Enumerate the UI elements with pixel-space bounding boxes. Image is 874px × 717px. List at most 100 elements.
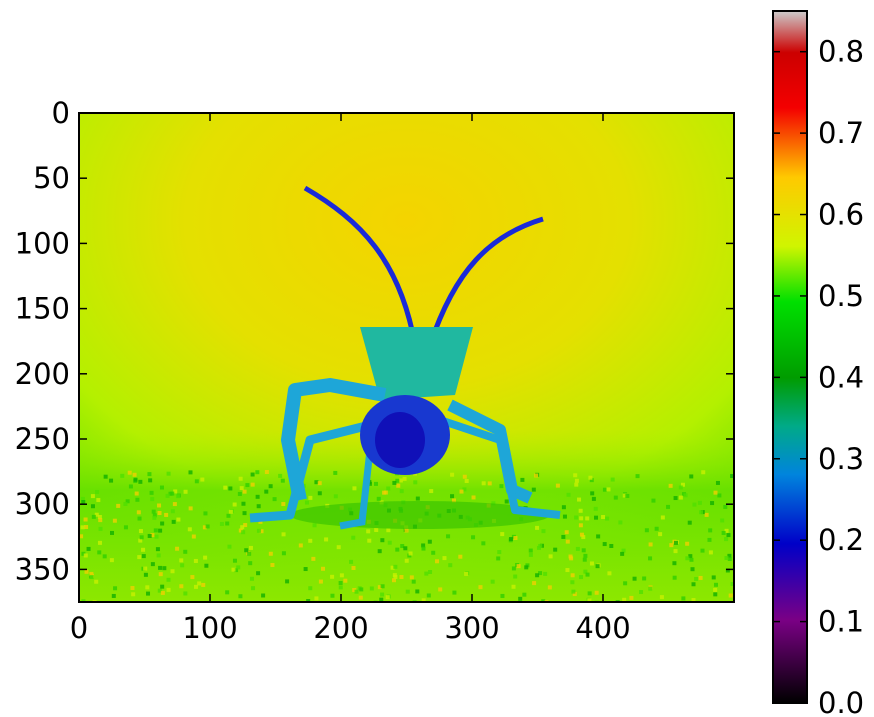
noise-pixel [170, 569, 175, 574]
y-axis-ticks [79, 112, 734, 571]
leg-center [339, 449, 374, 530]
noise-pixel [728, 593, 733, 598]
noise-pixel [248, 545, 253, 550]
noise-pixel [724, 528, 729, 533]
noise-pixel [97, 540, 102, 545]
x-tick-label: 100 [182, 611, 237, 645]
noise-pixel [644, 528, 649, 533]
noise-pixel [607, 571, 612, 576]
noise-pixel [570, 573, 575, 578]
noise-pixel [462, 474, 467, 479]
noise-pixel [158, 565, 163, 570]
noise-pixel [285, 579, 290, 584]
noise-pixel [95, 489, 100, 494]
noise-pixel [134, 491, 139, 496]
noise-pixel [159, 485, 164, 490]
noise-pixel [730, 581, 734, 586]
noise-pixel [112, 518, 117, 523]
noise-pixel [138, 529, 143, 534]
noise-pixel [383, 490, 388, 495]
noise-pixel [681, 596, 686, 601]
noise-pixel [193, 558, 198, 563]
noise-pixel [89, 571, 94, 576]
noise-pixel [648, 586, 653, 591]
insect-thorax [360, 327, 473, 400]
noise-pixel [377, 549, 382, 554]
noise-pixel [318, 579, 323, 584]
noise-pixel [395, 478, 400, 483]
noise-pixel [500, 532, 505, 537]
noise-pixel [392, 578, 397, 583]
noise-pixel [421, 546, 426, 551]
noise-pixel [81, 551, 86, 556]
x-axis-ticks [78, 113, 604, 602]
noise-pixel [268, 484, 273, 489]
noise-pixel [135, 497, 140, 502]
noise-pixel [164, 512, 169, 517]
noise-pixel [588, 475, 593, 480]
noise-pixel [258, 519, 263, 524]
colorbar-tick-label: 0.1 [818, 605, 864, 639]
noise-pixel [393, 564, 398, 569]
noise-pixel [369, 586, 374, 591]
noise-pixel [202, 525, 207, 530]
noise-pixel [583, 569, 588, 574]
noise-pixel [83, 517, 88, 522]
noise-pixel [175, 546, 180, 551]
noise-pixel [725, 568, 730, 573]
colorbar-tick-label: 0.7 [818, 116, 864, 150]
noise-pixel [660, 515, 665, 520]
noise-pixel [223, 485, 228, 490]
noise-pixel [724, 537, 729, 542]
noise-pixel [590, 491, 595, 496]
noise-pixel [395, 547, 400, 552]
noise-pixel [84, 569, 89, 574]
noise-pixel [471, 495, 476, 500]
noise-pixel [111, 593, 116, 598]
noise-pixel [188, 470, 193, 475]
noise-pixel [609, 543, 614, 548]
noise-pixel [574, 482, 579, 487]
noise-pixel [79, 534, 84, 539]
noise-pixel [392, 480, 397, 485]
noise-pixel [581, 548, 586, 553]
noise-pixel [531, 487, 536, 492]
noise-pixel [103, 474, 108, 479]
colorbar-tick-label: 0.0 [818, 686, 864, 717]
noise-pixel [579, 575, 584, 580]
noise-pixel [141, 554, 146, 559]
colorbar-tick-label: 0.6 [818, 198, 864, 232]
noise-pixel [152, 513, 157, 518]
noise-pixel [314, 596, 319, 601]
noise-pixel [654, 526, 659, 531]
noise-pixel [520, 477, 525, 482]
plot-frame [78, 112, 735, 603]
noise-pixel [591, 496, 596, 501]
noise-pixel [205, 524, 210, 529]
noise-pixel [154, 534, 159, 539]
noise-pixel [621, 548, 626, 553]
noise-pixel [669, 543, 674, 548]
noise-pixel [359, 587, 364, 592]
noise-pixel [585, 572, 590, 577]
noise-pixel [691, 582, 696, 587]
noise-pixel [446, 534, 451, 539]
noise-pixel [81, 500, 86, 505]
colorbar-frame [772, 10, 808, 704]
noise-pixel [715, 480, 720, 485]
noise-pixel [333, 494, 338, 499]
noise-pixel [658, 532, 663, 537]
noise-pixel [256, 528, 261, 533]
noise-pixel [690, 567, 695, 572]
noise-pixel [324, 537, 329, 542]
noise-pixel [236, 565, 241, 570]
noise-pixel [564, 530, 569, 535]
noise-pixel [160, 521, 165, 526]
colorbar-tick-label: 0.3 [818, 442, 864, 476]
noise-pixel [157, 511, 162, 516]
noise-pixel [166, 577, 171, 582]
noise-pixel [139, 535, 144, 540]
noise-pixel [351, 565, 356, 570]
noise-pixel [373, 481, 378, 486]
noise-pixel [228, 509, 233, 514]
